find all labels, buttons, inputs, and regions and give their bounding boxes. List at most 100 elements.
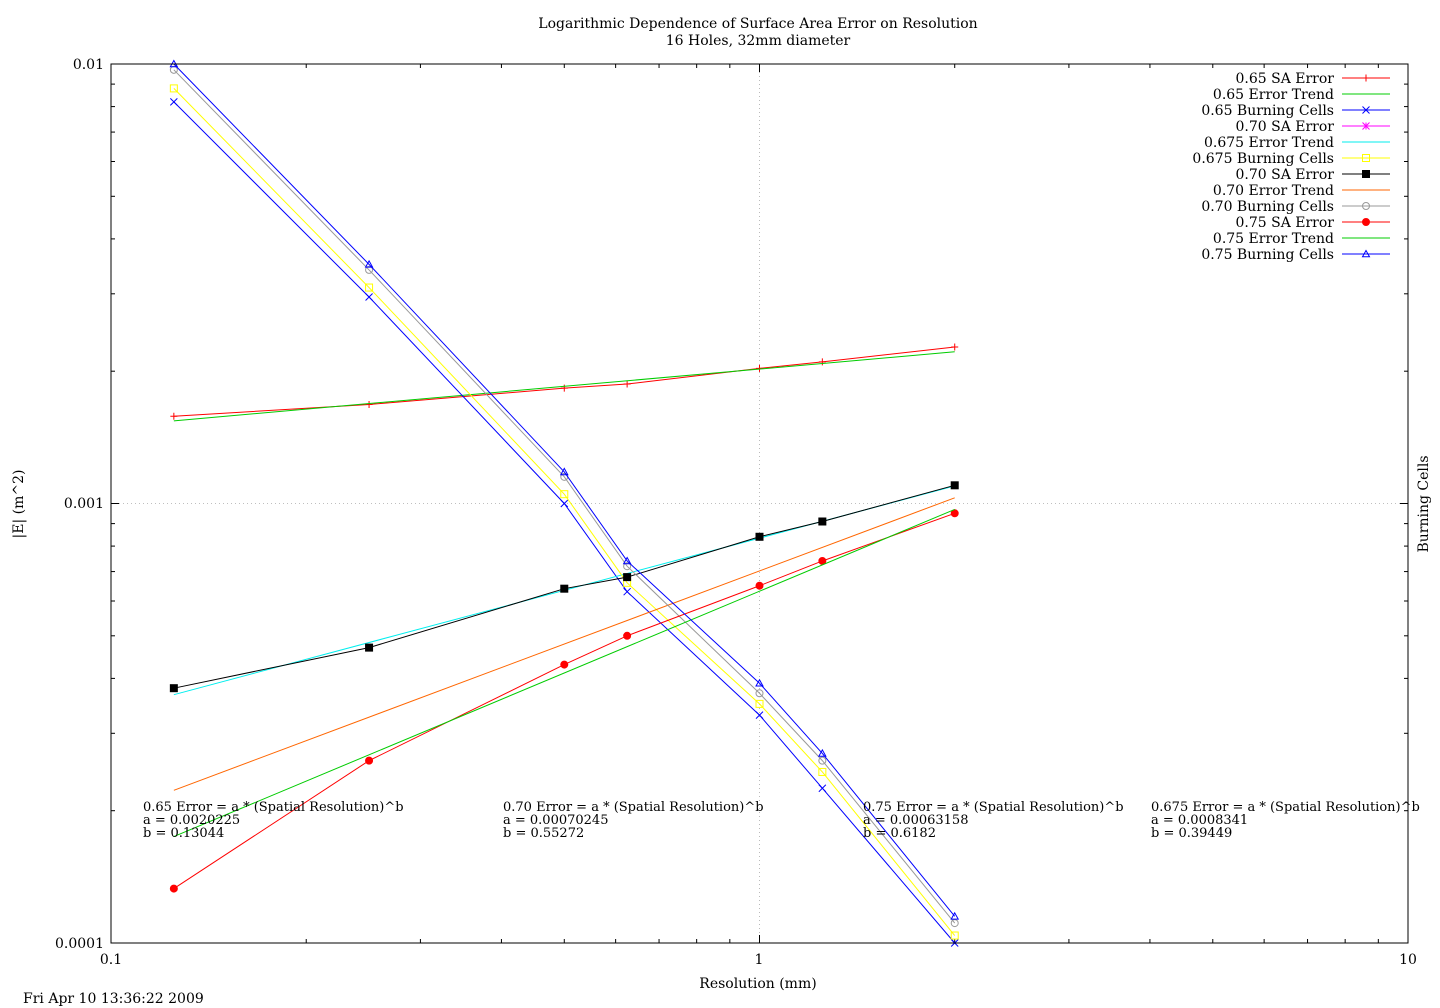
legend-label: 0.75 Burning Cells <box>1201 247 1334 263</box>
data-point-circle <box>169 884 178 893</box>
x-tick-label: 10 <box>1399 952 1417 968</box>
data-point-circle <box>818 756 827 765</box>
fit-a: a = 0.00070245 <box>503 813 608 828</box>
legend-entry: 0.70 SA Error <box>1236 167 1390 183</box>
fit-a: a = 0.00063158 <box>863 813 968 828</box>
legend-entry: 0.75 Burning Cells <box>1201 247 1390 263</box>
data-point-x <box>623 587 631 596</box>
fit-equation: 0.75 Error = a * (Spatial Resolution)^b <box>863 800 1124 815</box>
legend-label: 0.65 Burning Cells <box>1201 103 1334 119</box>
y-tick-label: 0.001 <box>64 496 104 512</box>
series-7 <box>173 497 955 791</box>
fit-annotation-070: 0.70 Error = a * (Spatial Resolution)^b … <box>503 800 764 841</box>
legend-entry: 0.675 Error Trend <box>1204 135 1390 151</box>
data-point-square <box>169 684 178 693</box>
legend-entry: 0.65 Burning Cells <box>1201 103 1390 119</box>
fit-b: b = 0.6182 <box>863 826 936 841</box>
data-point-circle <box>623 631 632 640</box>
x-tick-label: 0.1 <box>100 952 122 968</box>
legend-entry: 0.65 SA Error <box>1236 71 1390 87</box>
data-point-plus <box>623 380 631 388</box>
tick-marks <box>110 63 1409 944</box>
fit-annotation-065: 0.65 Error = a * (Spatial Resolution)^b … <box>143 800 404 841</box>
data-point-plus <box>951 343 959 351</box>
series-line <box>173 508 955 838</box>
legend-entry: 0.65 Error Trend <box>1213 87 1390 103</box>
fit-b: b = 0.55272 <box>503 826 584 841</box>
data-point-square <box>169 84 178 93</box>
legend-label: 0.70 Burning Cells <box>1201 199 1334 215</box>
timestamp: Fri Apr 10 13:36:22 2009 <box>23 991 204 1007</box>
data-point-square <box>623 573 632 582</box>
fit-b: b = 0.13044 <box>143 826 224 841</box>
data-point-plus <box>170 412 178 420</box>
grid <box>111 64 1408 943</box>
series-line <box>173 497 955 791</box>
data-point-square <box>818 517 827 526</box>
data-point-triangle <box>817 748 827 757</box>
y-axis-label: |E| (m^2) <box>11 470 27 539</box>
chart-subtitle: 16 Holes, 32mm diameter <box>666 33 851 49</box>
data-point-circle <box>365 265 374 274</box>
series-line <box>173 351 955 422</box>
data-point-circle <box>560 660 569 669</box>
fit-equation: 0.70 Error = a * (Spatial Resolution)^b <box>503 800 764 815</box>
data-point-circle <box>1362 218 1370 226</box>
fit-annotation-075: 0.75 Error = a * (Spatial Resolution)^b … <box>863 800 1124 841</box>
fit-annotations: 0.65 Error = a * (Spatial Resolution)^b … <box>143 800 1420 841</box>
series-line <box>173 69 956 924</box>
data-point-plus <box>818 358 826 366</box>
legend-label: 0.75 Error Trend <box>1213 231 1334 247</box>
fit-a: a = 0.0020225 <box>143 813 240 828</box>
data-point-x <box>755 711 764 719</box>
data-point-x <box>560 499 569 508</box>
series-line <box>173 63 956 917</box>
data-point-square <box>950 481 959 490</box>
series-line <box>173 88 956 936</box>
legend-entry: 0.75 SA Error <box>1236 215 1390 231</box>
y-tick-labels: 0.0001 0.001 0.01 <box>55 57 104 952</box>
data-point-circle <box>623 562 632 571</box>
data-point-square <box>560 584 569 593</box>
legend-entry: 0.70 SA Error <box>1236 119 1390 135</box>
series-line <box>173 346 955 417</box>
data-point-triangle <box>755 678 764 687</box>
data-point-x <box>365 293 373 301</box>
x-tick-labels: 0.1 1 10 <box>100 952 1417 968</box>
x-axis-label: Resolution (mm) <box>699 976 816 992</box>
series-11 <box>169 59 960 920</box>
data-point-circle <box>755 581 764 590</box>
fit-a: a = 0.0008341 <box>1151 813 1248 828</box>
fit-b: b = 0.39449 <box>1151 826 1232 841</box>
legend-label: 0.675 Burning Cells <box>1192 151 1334 167</box>
data-point-square <box>818 767 827 776</box>
plot-border <box>110 63 1409 944</box>
legend-entry: 0.70 Error Trend <box>1213 183 1390 199</box>
data-point-square <box>755 532 764 541</box>
series-0 <box>170 343 959 420</box>
legend-label: 0.65 Error Trend <box>1213 87 1334 103</box>
data-point-triangle <box>364 259 374 268</box>
data-point-triangle <box>559 467 569 476</box>
legend-label: 0.70 Error Trend <box>1213 183 1334 199</box>
x-tick-label: 1 <box>755 952 764 968</box>
y-tick-label: 0.0001 <box>55 936 104 952</box>
y2-axis-label: Burning Cells <box>1416 455 1432 552</box>
data-point-square <box>560 490 569 499</box>
series-10 <box>173 508 955 838</box>
data-point-circle <box>755 689 764 698</box>
legend-label: 0.70 SA Error <box>1236 167 1335 183</box>
data-point-square <box>365 283 374 292</box>
series-6 <box>169 481 959 693</box>
fit-equation: 0.65 Error = a * (Spatial Resolution)^b <box>143 800 404 815</box>
legend-label: 0.70 SA Error <box>1236 119 1335 135</box>
series-9 <box>169 509 959 893</box>
data-point-triangle <box>1361 249 1371 258</box>
data-point-plus <box>1362 74 1370 82</box>
series-8 <box>169 65 959 928</box>
chart-title: Logarithmic Dependence of Surface Area E… <box>538 16 977 32</box>
data-point-square <box>1362 170 1370 178</box>
legend-entry: 0.75 Error Trend <box>1213 231 1390 247</box>
data-point-x <box>169 98 178 106</box>
